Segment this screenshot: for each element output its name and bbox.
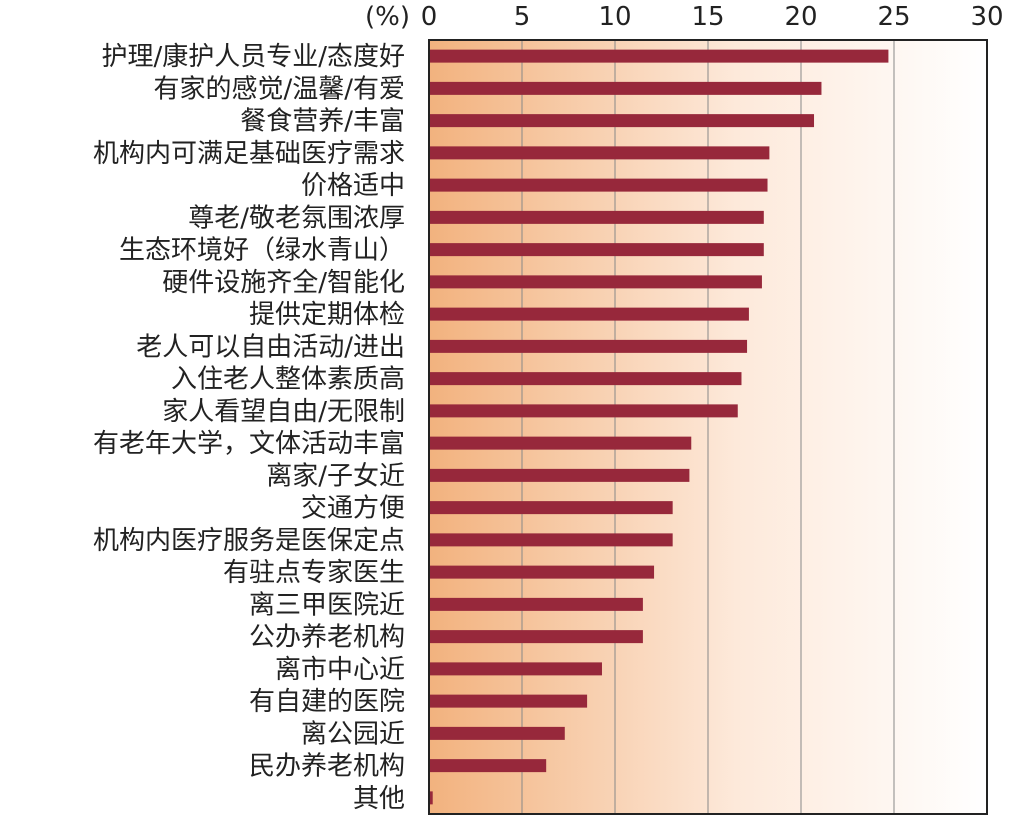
bar: [429, 372, 742, 386]
category-label: 老人可以自由活动/进出: [136, 332, 405, 362]
x-tick-label: 20: [784, 2, 817, 32]
category-label: 机构内可满足基础医疗需求: [93, 139, 405, 169]
x-tick-label: 15: [691, 2, 724, 32]
unit-label: (%): [365, 2, 410, 32]
category-label: 护理/康护人员专业/态度好: [101, 42, 405, 72]
category-label: 有驻点专家医生: [223, 558, 405, 588]
category-label: 入住老人整体素质高: [171, 365, 405, 395]
plot-frame: [428, 39, 988, 815]
category-label: 价格适中: [301, 171, 405, 201]
x-tick-label: 0: [421, 2, 438, 32]
bar: [429, 178, 768, 192]
bar: [429, 565, 655, 579]
bar: [429, 404, 738, 418]
category-label: 餐食营养/丰富: [240, 107, 405, 137]
bar: [429, 146, 770, 160]
category-label: 有自建的医院: [249, 687, 405, 717]
bar: [429, 275, 762, 289]
bar: [429, 662, 602, 676]
x-tick-label: 30: [970, 2, 1003, 32]
bar: [429, 307, 749, 321]
bar: [429, 468, 690, 482]
bar: [429, 49, 889, 63]
bar: [429, 694, 588, 708]
category-label: 离市中心近: [275, 655, 405, 685]
gridlines: [521, 40, 895, 814]
x-tick-label: 5: [514, 2, 531, 32]
category-label: 尊老/敬老氛围浓厚: [188, 203, 405, 233]
bar: [429, 759, 547, 773]
category-label: 硬件设施齐全/智能化: [162, 268, 405, 298]
bars: [429, 49, 889, 805]
bar: [429, 630, 643, 644]
category-label: 家人看望自由/无限制: [162, 397, 405, 427]
category-label: 有家的感觉/温馨/有爱: [153, 74, 405, 104]
bar: [429, 533, 673, 547]
category-label: 离三甲医院近: [249, 590, 405, 620]
category-label: 民办养老机构: [249, 752, 405, 782]
category-labels: 护理/康护人员专业/态度好有家的感觉/温馨/有爱餐食营养/丰富机构内可满足基础医…: [93, 42, 405, 814]
category-label: 公办养老机构: [249, 623, 405, 653]
bar: [429, 210, 764, 224]
bar: [429, 114, 815, 128]
category-label: 提供定期体检: [249, 300, 405, 330]
bar: [429, 243, 764, 257]
bar: [429, 436, 692, 450]
category-label: 生态环境好（绿水青山）: [119, 236, 405, 266]
category-label: 机构内医疗服务是医保定点: [93, 526, 405, 556]
category-label: 其他: [353, 784, 405, 814]
bar: [429, 81, 822, 95]
category-label: 离家/子女近: [266, 461, 405, 491]
bar: [429, 791, 433, 805]
x-tick-label: 10: [598, 2, 631, 32]
x-tick-label: 25: [877, 2, 910, 32]
category-label: 交通方便: [301, 494, 405, 524]
x-tick-labels: 0 5 10 15 20 25 30: [421, 2, 1004, 32]
category-label: 有老年大学，文体活动丰富: [93, 429, 405, 459]
bar: [429, 501, 673, 515]
bar: [429, 339, 748, 353]
bar: [429, 726, 565, 740]
bar: [429, 597, 643, 611]
category-label: 离公园近: [301, 719, 405, 749]
